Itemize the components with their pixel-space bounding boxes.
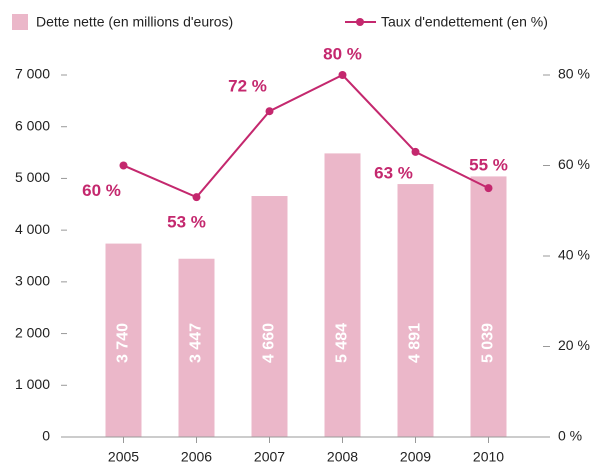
x-tick-label: 2006 — [181, 449, 212, 465]
y2-tick-label: 0 % — [558, 428, 582, 444]
y2-tick-label: 80 % — [558, 66, 590, 82]
y-tick-label: 2 000 — [15, 324, 50, 340]
bar — [251, 196, 288, 437]
line-value-label: 55 % — [469, 156, 508, 175]
y2-tick-label: 20 % — [558, 337, 590, 353]
bar — [105, 243, 142, 437]
line-point — [338, 71, 347, 79]
line-value-label: 72 % — [228, 77, 267, 96]
y-tick-label: 6 000 — [15, 117, 50, 133]
line-value-label: 53 % — [167, 213, 206, 232]
legend-label: Taux d'endettement (en %) — [381, 14, 548, 30]
bar-value-label: 4 660 — [261, 323, 278, 363]
x-tick-label: 2009 — [400, 449, 431, 465]
line-point — [192, 193, 201, 202]
y-tick-label: 7 000 — [15, 66, 50, 82]
line-value-label: 63 % — [374, 163, 413, 182]
x-tick-label: 2005 — [108, 449, 139, 465]
legend-dot — [356, 18, 364, 26]
bar-value-label: 3 740 — [115, 323, 132, 363]
y-tick-label: 0 — [42, 428, 50, 444]
line-point — [484, 184, 493, 193]
y-tick-label: 5 000 — [15, 169, 50, 185]
line — [123, 73, 489, 199]
x-tick-label: 2010 — [473, 449, 504, 465]
x-tick-label: 2008 — [327, 449, 358, 465]
line-point — [265, 107, 274, 116]
y-tick-label: 1 000 — [15, 376, 50, 392]
line-point — [119, 161, 128, 170]
bar-value-label: 5 039 — [480, 323, 497, 363]
y2-tick-label: 40 % — [558, 247, 590, 263]
bar — [470, 176, 507, 437]
line-point — [411, 147, 420, 156]
x-tick-label: 2007 — [254, 449, 285, 465]
y-tick-label: 3 000 — [15, 273, 50, 289]
y-tick-label: 4 000 — [15, 221, 50, 237]
bar-value-label: 3 447 — [188, 323, 205, 363]
line-value-label: 60 % — [82, 181, 121, 200]
bar — [324, 153, 361, 437]
legend-label: Dette nette (en millions d'euros) — [36, 14, 233, 30]
bar-value-label: 4 891 — [407, 323, 424, 363]
bar — [178, 258, 215, 437]
bar — [397, 184, 434, 437]
y2-tick-label: 60 % — [558, 156, 590, 172]
legend-swatch — [12, 14, 28, 30]
line-value-label: 80 % — [323, 44, 362, 63]
bar-value-label: 5 484 — [334, 323, 351, 363]
